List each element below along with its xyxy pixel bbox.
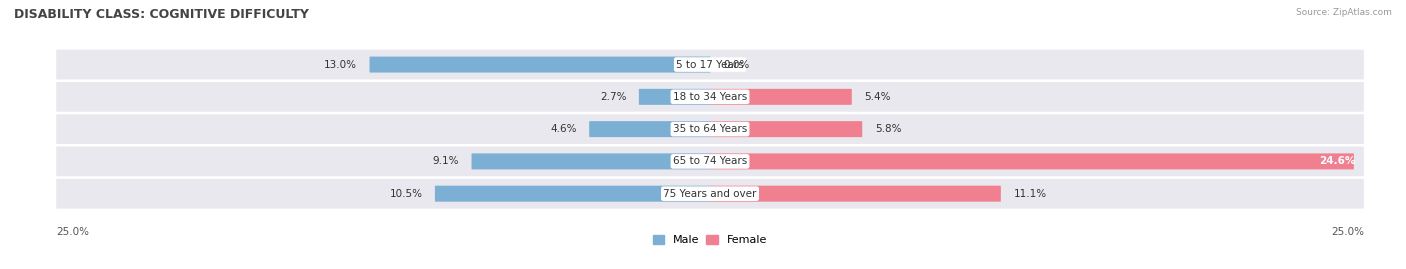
FancyBboxPatch shape [710, 153, 1354, 169]
FancyBboxPatch shape [710, 89, 852, 105]
Text: 5 to 17 Years: 5 to 17 Years [676, 59, 744, 70]
FancyBboxPatch shape [710, 186, 1001, 202]
Text: Source: ZipAtlas.com: Source: ZipAtlas.com [1296, 8, 1392, 17]
Text: 5.4%: 5.4% [865, 92, 891, 102]
Text: 13.0%: 13.0% [323, 59, 357, 70]
Text: 4.6%: 4.6% [550, 124, 576, 134]
Text: 10.5%: 10.5% [389, 189, 422, 199]
FancyBboxPatch shape [56, 114, 1364, 144]
Text: 25.0%: 25.0% [56, 227, 89, 237]
Text: 0.0%: 0.0% [723, 59, 749, 70]
Text: 9.1%: 9.1% [433, 156, 458, 167]
FancyBboxPatch shape [434, 186, 710, 202]
Text: 18 to 34 Years: 18 to 34 Years [673, 92, 747, 102]
Text: DISABILITY CLASS: COGNITIVE DIFFICULTY: DISABILITY CLASS: COGNITIVE DIFFICULTY [14, 8, 309, 21]
FancyBboxPatch shape [56, 82, 1364, 112]
Text: 75 Years and over: 75 Years and over [664, 189, 756, 199]
Text: 24.6%: 24.6% [1320, 156, 1355, 167]
Text: 35 to 64 Years: 35 to 64 Years [673, 124, 747, 134]
FancyBboxPatch shape [56, 50, 1364, 79]
FancyBboxPatch shape [56, 179, 1364, 208]
Text: 65 to 74 Years: 65 to 74 Years [673, 156, 747, 167]
Text: 11.1%: 11.1% [1014, 189, 1046, 199]
Text: 2.7%: 2.7% [600, 92, 626, 102]
Text: 5.8%: 5.8% [875, 124, 901, 134]
FancyBboxPatch shape [638, 89, 710, 105]
FancyBboxPatch shape [56, 147, 1364, 176]
Text: 25.0%: 25.0% [1331, 227, 1364, 237]
FancyBboxPatch shape [589, 121, 710, 137]
FancyBboxPatch shape [471, 153, 710, 169]
FancyBboxPatch shape [370, 56, 710, 73]
FancyBboxPatch shape [710, 121, 862, 137]
Legend: Male, Female: Male, Female [648, 230, 772, 249]
